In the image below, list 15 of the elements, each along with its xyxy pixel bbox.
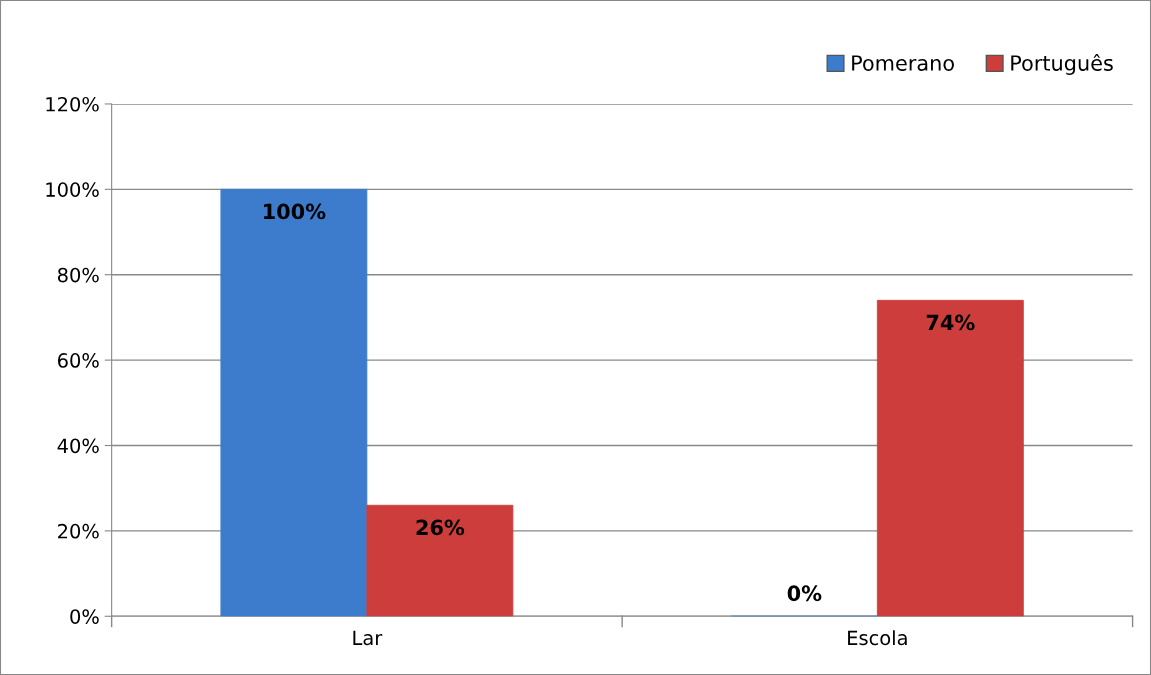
y-tick-label: 60%	[57, 353, 99, 368]
data-label: 26%	[416, 519, 465, 536]
y-tick-label: 20%	[58, 523, 99, 539]
y-tick-label: 80%	[57, 267, 99, 283]
y-tick-label: 40%	[57, 438, 99, 454]
data-label: 0%	[787, 585, 822, 602]
legend-label: Português	[1011, 53, 1113, 75]
data-label: 74%	[926, 314, 975, 331]
data-label: 100%	[264, 203, 326, 220]
y-tick-label: 100%	[46, 182, 99, 197]
x-tick-label: Lar	[353, 630, 383, 646]
y-tick-label: 0%	[70, 609, 99, 624]
legend-label: Pomerano	[852, 55, 954, 71]
x-tick-label: Escola	[848, 630, 907, 646]
y-tick-label: 120%	[46, 96, 99, 112]
